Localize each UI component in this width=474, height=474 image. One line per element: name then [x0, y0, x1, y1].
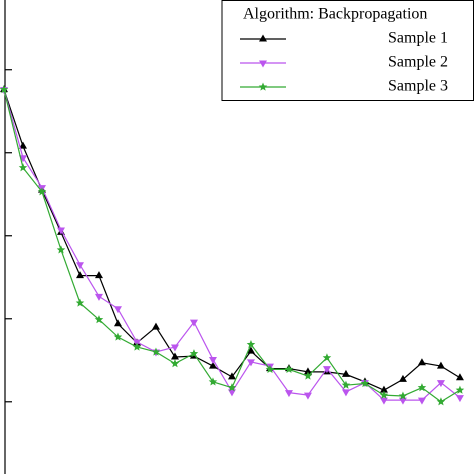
legend-title: Algorithm: Backpropagation [243, 6, 427, 23]
data-point [455, 395, 464, 403]
data-point [379, 390, 389, 399]
data-point [303, 367, 312, 375]
data-point [246, 340, 256, 349]
data-point [56, 245, 66, 254]
data-point [436, 380, 445, 388]
data-point [284, 364, 294, 374]
data-point [208, 377, 218, 386]
data-point [75, 262, 84, 270]
data-point [227, 383, 237, 392]
legend-marker [259, 34, 267, 42]
series-line [3, 89, 461, 391]
legend-marker [259, 60, 267, 68]
data-point [398, 397, 407, 405]
data-point [360, 379, 370, 388]
data-point [94, 271, 103, 279]
data-point [132, 342, 142, 351]
legend-box [221, 0, 474, 101]
data-point [417, 383, 427, 392]
data-point [379, 385, 388, 393]
data-point [113, 306, 122, 314]
data-point [379, 397, 388, 405]
data-point [436, 397, 446, 406]
data-point [398, 391, 408, 400]
data-point [227, 372, 236, 380]
data-point [113, 319, 122, 327]
data-point [246, 359, 255, 367]
data-point [246, 346, 255, 354]
legend-label: Sample 2 [388, 54, 448, 71]
data-point [303, 392, 312, 400]
data-point [170, 359, 180, 368]
data-point [284, 390, 293, 398]
data-point [341, 389, 350, 397]
data-point [94, 315, 104, 324]
data-point [151, 347, 161, 356]
data-point [75, 298, 85, 307]
data-point [0, 85, 9, 94]
data-point [208, 361, 217, 369]
data-point [75, 271, 84, 279]
data-point [455, 385, 465, 394]
legend-label: Sample 1 [388, 30, 448, 47]
data-point [151, 322, 160, 330]
data-point [170, 344, 179, 352]
data-point [398, 374, 407, 382]
data-point [265, 364, 275, 374]
data-point [322, 353, 332, 362]
data-point [322, 366, 331, 374]
data-point [113, 332, 123, 341]
data-point [208, 356, 217, 364]
data-point [455, 373, 464, 381]
data-point [436, 361, 445, 369]
data-point [303, 371, 313, 380]
data-point [18, 163, 28, 172]
data-point [417, 397, 426, 405]
series-line [3, 89, 461, 403]
data-point [94, 293, 103, 301]
data-point [417, 358, 426, 366]
data-point [189, 319, 198, 327]
data-point [56, 227, 65, 235]
data-point [18, 141, 27, 149]
data-point [227, 389, 236, 397]
data-point [341, 380, 351, 389]
data-point [189, 349, 199, 358]
legend-marker [258, 82, 268, 91]
legend-label: Sample 3 [388, 78, 448, 95]
data-point [37, 187, 47, 196]
series-line [3, 89, 461, 401]
data-point [341, 369, 350, 377]
data-point [170, 352, 179, 360]
